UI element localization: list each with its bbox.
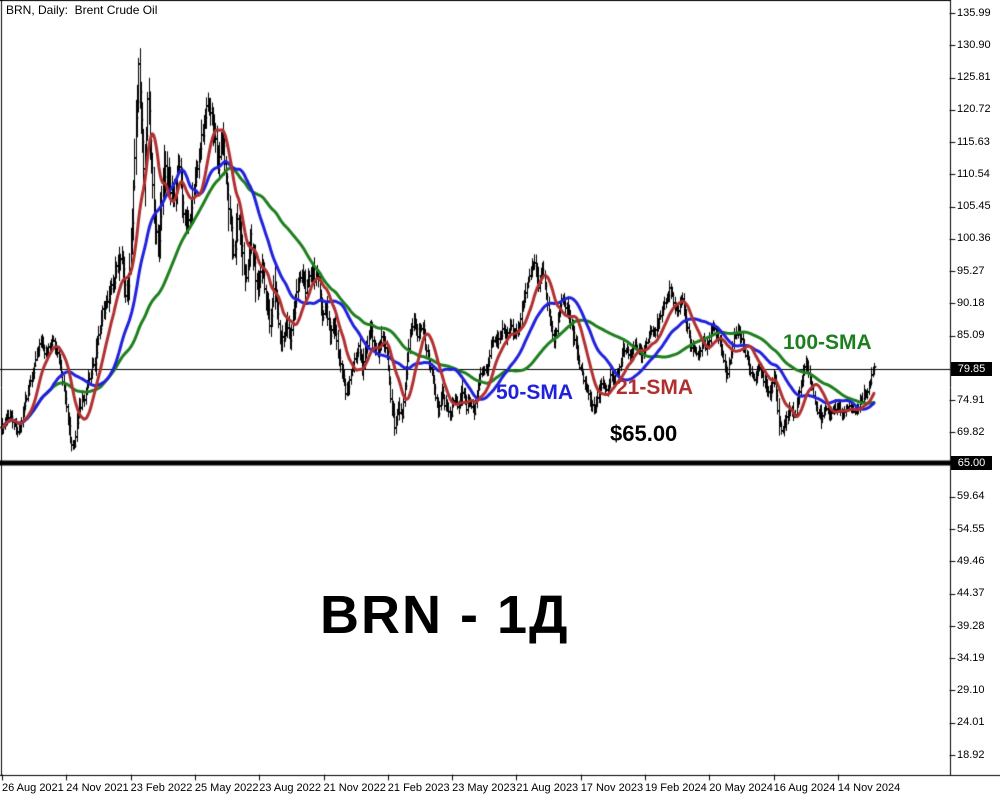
price-axis-label: 54.55 (957, 522, 985, 535)
sma100-annotation: 100-SMA (783, 331, 872, 354)
time-axis-label: 21 Aug 2023 (516, 782, 579, 794)
time-axis-label: 21 Nov 2022 (323, 782, 386, 794)
price-axis-label: 34.19 (957, 651, 985, 664)
sma21-annotation: 21-SMA (616, 376, 694, 399)
price-axis-label: 115.63 (957, 135, 990, 148)
sma50-annotation: 50-SMA (496, 381, 574, 404)
price-axis-label: 130.90 (957, 38, 991, 51)
price-axis-label: 135.99 (957, 6, 991, 19)
time-axis-label: 26 Aug 2021 (2, 782, 64, 794)
time-axis-label: 23 Feb 2022 (130, 782, 193, 794)
symbol-timeframe-watermark: BRN - 1Д (320, 585, 570, 645)
price-axis-label: 44.37 (957, 587, 985, 600)
price-axis-label: 29.10 (957, 684, 985, 696)
price-axis-label: 18.92 (957, 748, 985, 761)
price-axis-label: 125.81 (957, 71, 991, 83)
price-axis-label: 74.91 (957, 393, 985, 406)
support-level-badge: 65.00 (951, 455, 992, 470)
time-axis-label: 23 May 2023 (452, 782, 516, 794)
time-axis-label: 23 Aug 2022 (259, 782, 321, 794)
time-axis-label: 25 May 2022 (194, 782, 259, 794)
price-axis-label: 24.01 (957, 716, 985, 729)
time-axis-label: 21 Feb 2023 (387, 782, 450, 794)
support-level-annotation: $65.00 (610, 421, 678, 446)
price-axis-label: 105.45 (957, 200, 991, 213)
time-axis-label: 16 Aug 2024 (773, 782, 836, 794)
time-axis-label: 19 Feb 2024 (645, 782, 707, 794)
time-axis-label: 24 Nov 2021 (66, 782, 129, 794)
price-axis-label: 49.46 (957, 554, 985, 567)
price-axis-label: 110.54 (957, 167, 990, 180)
price-axis-label: 69.82 (957, 425, 985, 438)
price-axis-label: 39.28 (957, 619, 985, 632)
price-axis-label: 100.36 (957, 232, 991, 245)
price-axis-label: 95.27 (957, 264, 985, 277)
time-axis-label: 14 Nov 2024 (837, 782, 901, 794)
price-axis-label: 85.09 (957, 329, 985, 342)
time-axis-label: 17 Nov 2023 (580, 782, 644, 794)
price-axis-label: 90.18 (957, 296, 985, 309)
price-axis-label: 120.72 (957, 103, 991, 116)
time-axis-label: 20 May 2024 (709, 782, 773, 794)
symbol-title-label: BRN, Daily: Brent Crude Oil (6, 3, 158, 17)
current-price-badge: 79.85 (951, 361, 992, 376)
price-axis-label: 59.64 (957, 490, 985, 503)
